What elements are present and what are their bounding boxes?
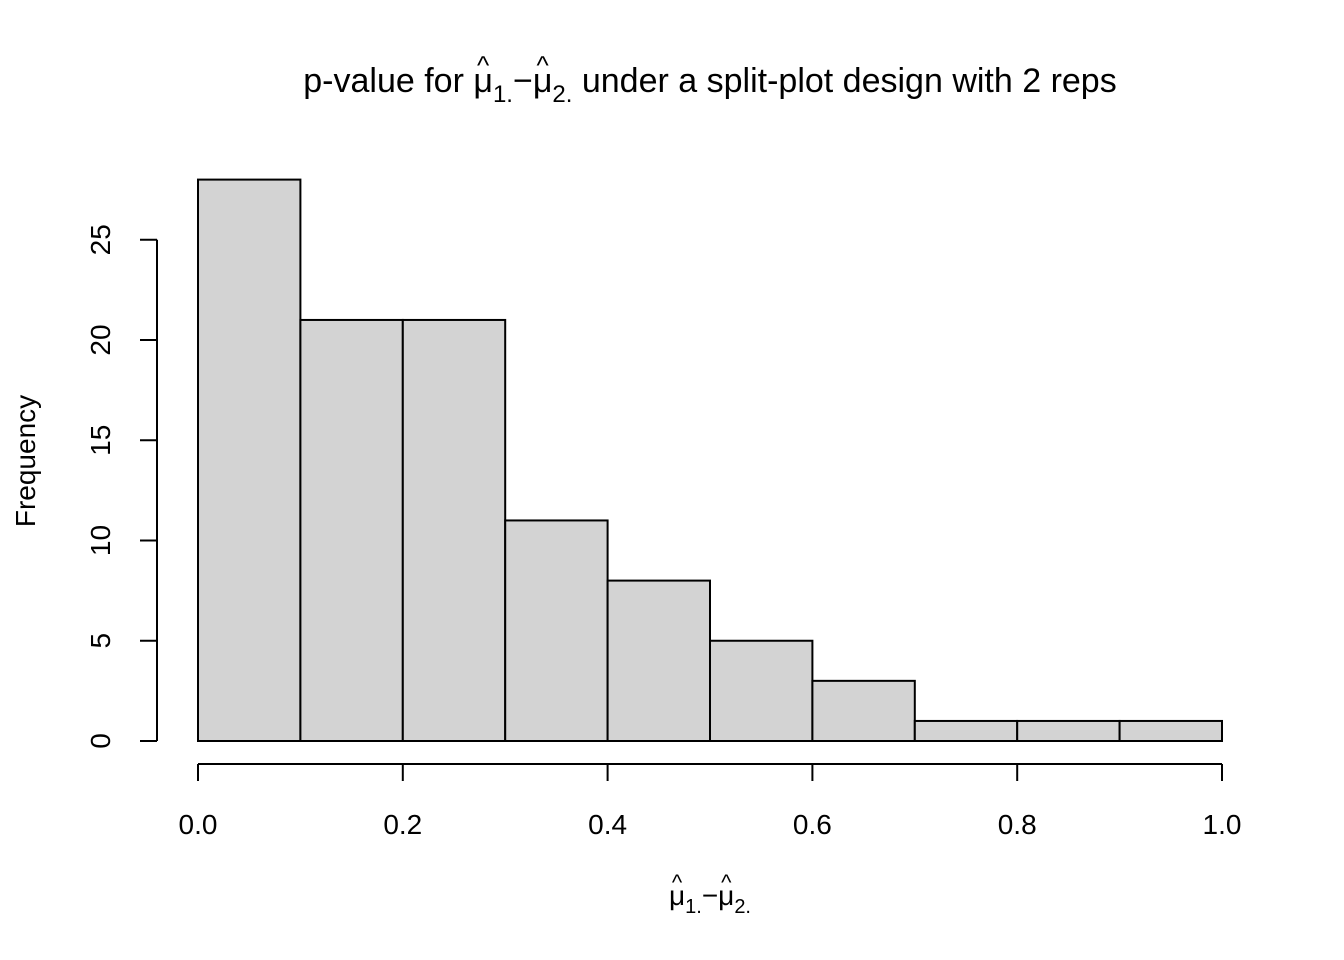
x-axis-label-sub2: 2.	[734, 896, 751, 918]
histogram-bar-2	[299, 318, 404, 742]
y-tick-label-5: 25	[85, 224, 116, 255]
x-axis: 0.0 0.2 0.4 0.6 0.8 1.0	[179, 763, 1242, 840]
histogram-bar-7	[811, 679, 916, 742]
chart-title-sub1: 1.	[493, 81, 513, 108]
y-axis-label: Frequency	[10, 395, 41, 527]
y-tick-label-4: 20	[85, 324, 116, 355]
chart-title-sub2: 2.	[552, 81, 572, 108]
x-tick-label-4: 0.8	[998, 809, 1037, 840]
y-tick-label-0: 0	[85, 733, 116, 749]
chart-title: p-value for μ1.−μ2. under a split-plot d…	[303, 62, 1116, 108]
x-tick-label-2: 0.4	[588, 809, 627, 840]
chart-title-hat-1: ^	[477, 50, 490, 80]
chart-title-prefix: p-value for	[303, 62, 473, 100]
y-tick-label-3: 15	[85, 425, 116, 456]
x-axis-label-mu2: μ	[718, 880, 734, 911]
chart-title-mu2: μ	[533, 62, 553, 100]
histogram-bar-8	[913, 719, 1019, 743]
chart-title-minus: −	[513, 62, 533, 100]
x-tick-label-3: 0.6	[793, 809, 832, 840]
x-tick-label-0: 0.0	[179, 809, 218, 840]
chart-title-suffix: under a split-plot design with 2 reps	[572, 62, 1116, 100]
histogram-bars	[197, 178, 1223, 743]
y-tick-label-1: 5	[85, 633, 116, 649]
x-axis-label-minus: −	[702, 880, 718, 911]
x-axis-label-hat-2: ^	[721, 870, 732, 895]
histogram-bar-4	[504, 519, 609, 743]
histogram-bar-3	[401, 318, 507, 742]
y-axis: 0 5 10 15 20 25	[85, 224, 158, 749]
chart-title-mu1: μ	[473, 62, 493, 100]
histogram-bar-10	[1118, 719, 1223, 743]
histogram-bar-5	[606, 579, 711, 742]
histogram-bar-1	[197, 178, 302, 743]
x-axis-label-hat-1: ^	[672, 870, 683, 895]
x-axis-label-sub1: 1.	[685, 896, 702, 918]
x-axis-label-mu1: μ	[669, 880, 685, 911]
histogram-bar-6	[709, 639, 814, 742]
chart-title-hat-2: ^	[537, 50, 550, 80]
x-tick-label-5: 1.0	[1203, 809, 1242, 840]
y-tick-label-2: 10	[85, 525, 116, 556]
x-axis-label: μ1.−μ2.	[669, 880, 751, 918]
x-tick-label-1: 0.2	[383, 809, 422, 840]
histogram-bar-9	[1016, 719, 1121, 743]
